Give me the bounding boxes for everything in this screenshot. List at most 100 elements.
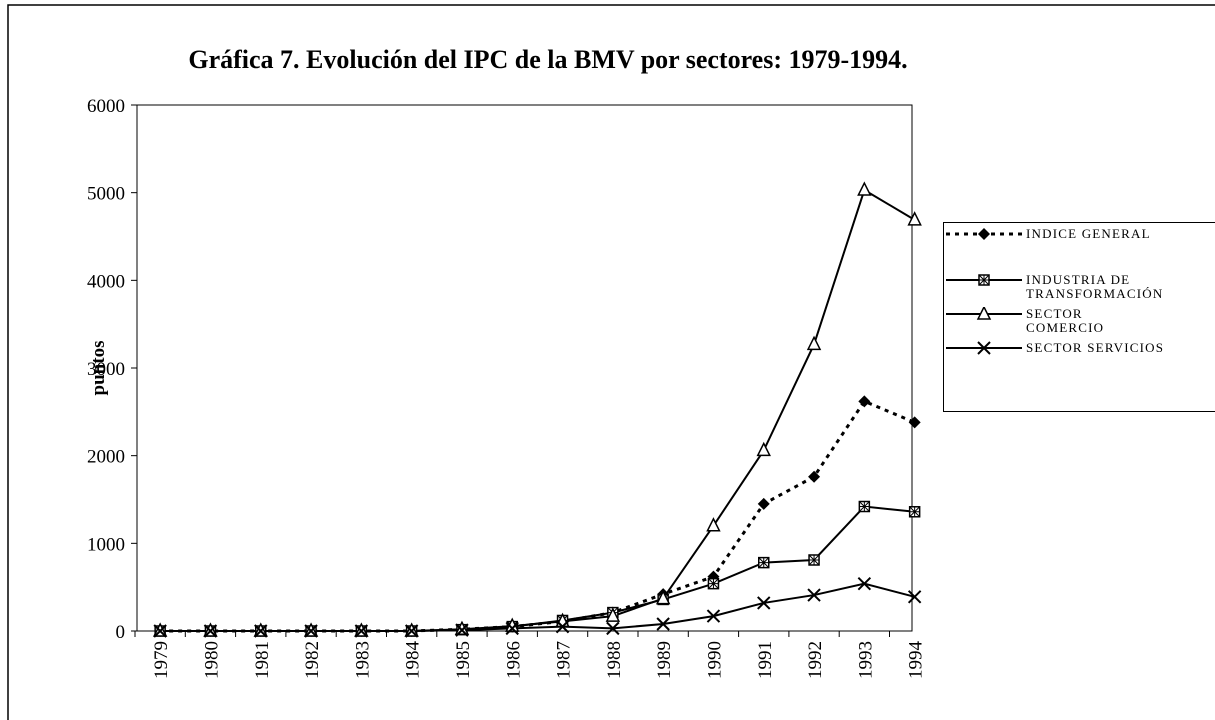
marker-shape — [505, 621, 519, 636]
marker-hatch — [708, 578, 719, 590]
marker-shape — [354, 624, 369, 638]
legend-swatch — [946, 341, 1022, 355]
marker — [756, 441, 771, 457]
marker — [808, 470, 821, 483]
y-axis-label: puntos — [88, 341, 109, 396]
marker-shape — [455, 623, 469, 637]
x-tick-label: 1987 — [554, 641, 575, 679]
series-line — [160, 582, 915, 632]
marker — [908, 416, 921, 429]
marker — [706, 609, 721, 623]
marker-shape — [254, 624, 268, 638]
marker-shape — [153, 624, 167, 638]
x-tick-label: 1981 — [252, 641, 273, 679]
plot-area — [136, 104, 913, 632]
legend-item: SECTOR SERVICIOS — [944, 341, 1164, 355]
marker-shape — [808, 470, 821, 483]
marker-shape — [606, 621, 620, 636]
marker — [455, 623, 469, 637]
marker — [808, 554, 820, 566]
marker-hatch — [808, 554, 820, 566]
y-tick-label: 0 — [116, 622, 126, 643]
marker — [203, 624, 218, 638]
marker-shape — [907, 590, 922, 604]
marker — [153, 624, 167, 638]
marker — [404, 624, 419, 638]
legend-label: SECTOR SERVICIOS — [1026, 340, 1165, 355]
marker — [977, 341, 991, 355]
marker-shape — [203, 624, 218, 638]
marker-shape — [908, 416, 921, 429]
marker-shape — [656, 617, 670, 631]
frame — [7, 4, 1215, 720]
marker-shape — [555, 619, 570, 634]
y-tick-label: 5000 — [87, 184, 125, 205]
marker — [555, 619, 570, 634]
marker — [706, 517, 721, 532]
x-tick-label: 1991 — [755, 641, 776, 679]
x-tick-label: 1986 — [503, 641, 524, 679]
marker — [656, 617, 670, 631]
marker-shape — [757, 497, 770, 510]
x-tick-label: 1985 — [453, 641, 474, 679]
marker — [857, 181, 872, 196]
marker-hatch — [758, 557, 770, 568]
marker-shape — [706, 517, 721, 532]
marker — [354, 624, 369, 638]
x-tick-label: 1993 — [855, 641, 876, 679]
marker-shape — [976, 307, 992, 320]
x-tick-label: 1979 — [151, 641, 172, 679]
x-tick-label: 1980 — [201, 641, 222, 679]
x-tick-label: 1990 — [704, 641, 725, 679]
marker — [807, 588, 821, 602]
series-line — [160, 399, 916, 633]
x-tick-label: 1988 — [604, 641, 625, 679]
legend-item: INDICE GENERAL — [944, 227, 1151, 241]
marker — [806, 335, 822, 351]
marker-hatch — [978, 274, 990, 286]
legend-swatch — [946, 274, 1022, 286]
marker — [907, 211, 922, 226]
legend-swatch — [946, 228, 1022, 240]
series-line — [160, 505, 915, 632]
marker — [857, 576, 872, 591]
chart-title: Gráfica 7. Evolución del IPC de la BMV p… — [188, 45, 907, 74]
marker-shape — [858, 395, 871, 408]
marker — [758, 556, 770, 569]
marker-shape — [404, 624, 419, 638]
marker-shape — [756, 441, 771, 457]
marker-shape — [757, 596, 771, 610]
marker — [254, 624, 268, 638]
marker-shape — [807, 588, 821, 602]
marker-shape — [304, 624, 318, 638]
marker — [908, 506, 921, 518]
legend-label: SECTOR COMERCIO — [1026, 306, 1105, 335]
y-tick-label: 3000 — [87, 359, 125, 380]
legend-label: INDUSTRIA DE TRANSFORMACIÓN — [1026, 272, 1164, 301]
marker-hatch — [909, 506, 921, 518]
x-tick-label: 1989 — [654, 641, 675, 679]
x-tick-label: 1994 — [906, 641, 927, 680]
marker — [757, 497, 770, 510]
marker-shape — [706, 609, 721, 623]
marker-shape — [655, 589, 671, 605]
y-tick-label: 4000 — [87, 271, 125, 292]
legend-item: INDUSTRIA DE TRANSFORMACIÓN — [944, 273, 1163, 301]
marker — [605, 607, 621, 622]
x-tick-label: 1992 — [805, 641, 826, 679]
legend-item: SECTOR COMERCIO — [944, 307, 1104, 335]
y-tick-label: 6000 — [87, 96, 125, 117]
marker — [707, 577, 720, 590]
marker — [655, 589, 671, 605]
series-line — [160, 188, 916, 632]
legend-label: INDICE GENERAL — [1026, 226, 1151, 241]
marker — [907, 590, 922, 604]
x-tick-label: 1982 — [302, 641, 323, 679]
y-tick-label: 2000 — [87, 447, 125, 468]
marker-shape — [806, 335, 822, 351]
legend: INDICE GENERAL INDUSTRIA DE TRANSFORMACIÓ… — [943, 222, 1215, 412]
legend-swatch — [946, 307, 1022, 320]
marker — [976, 307, 992, 320]
